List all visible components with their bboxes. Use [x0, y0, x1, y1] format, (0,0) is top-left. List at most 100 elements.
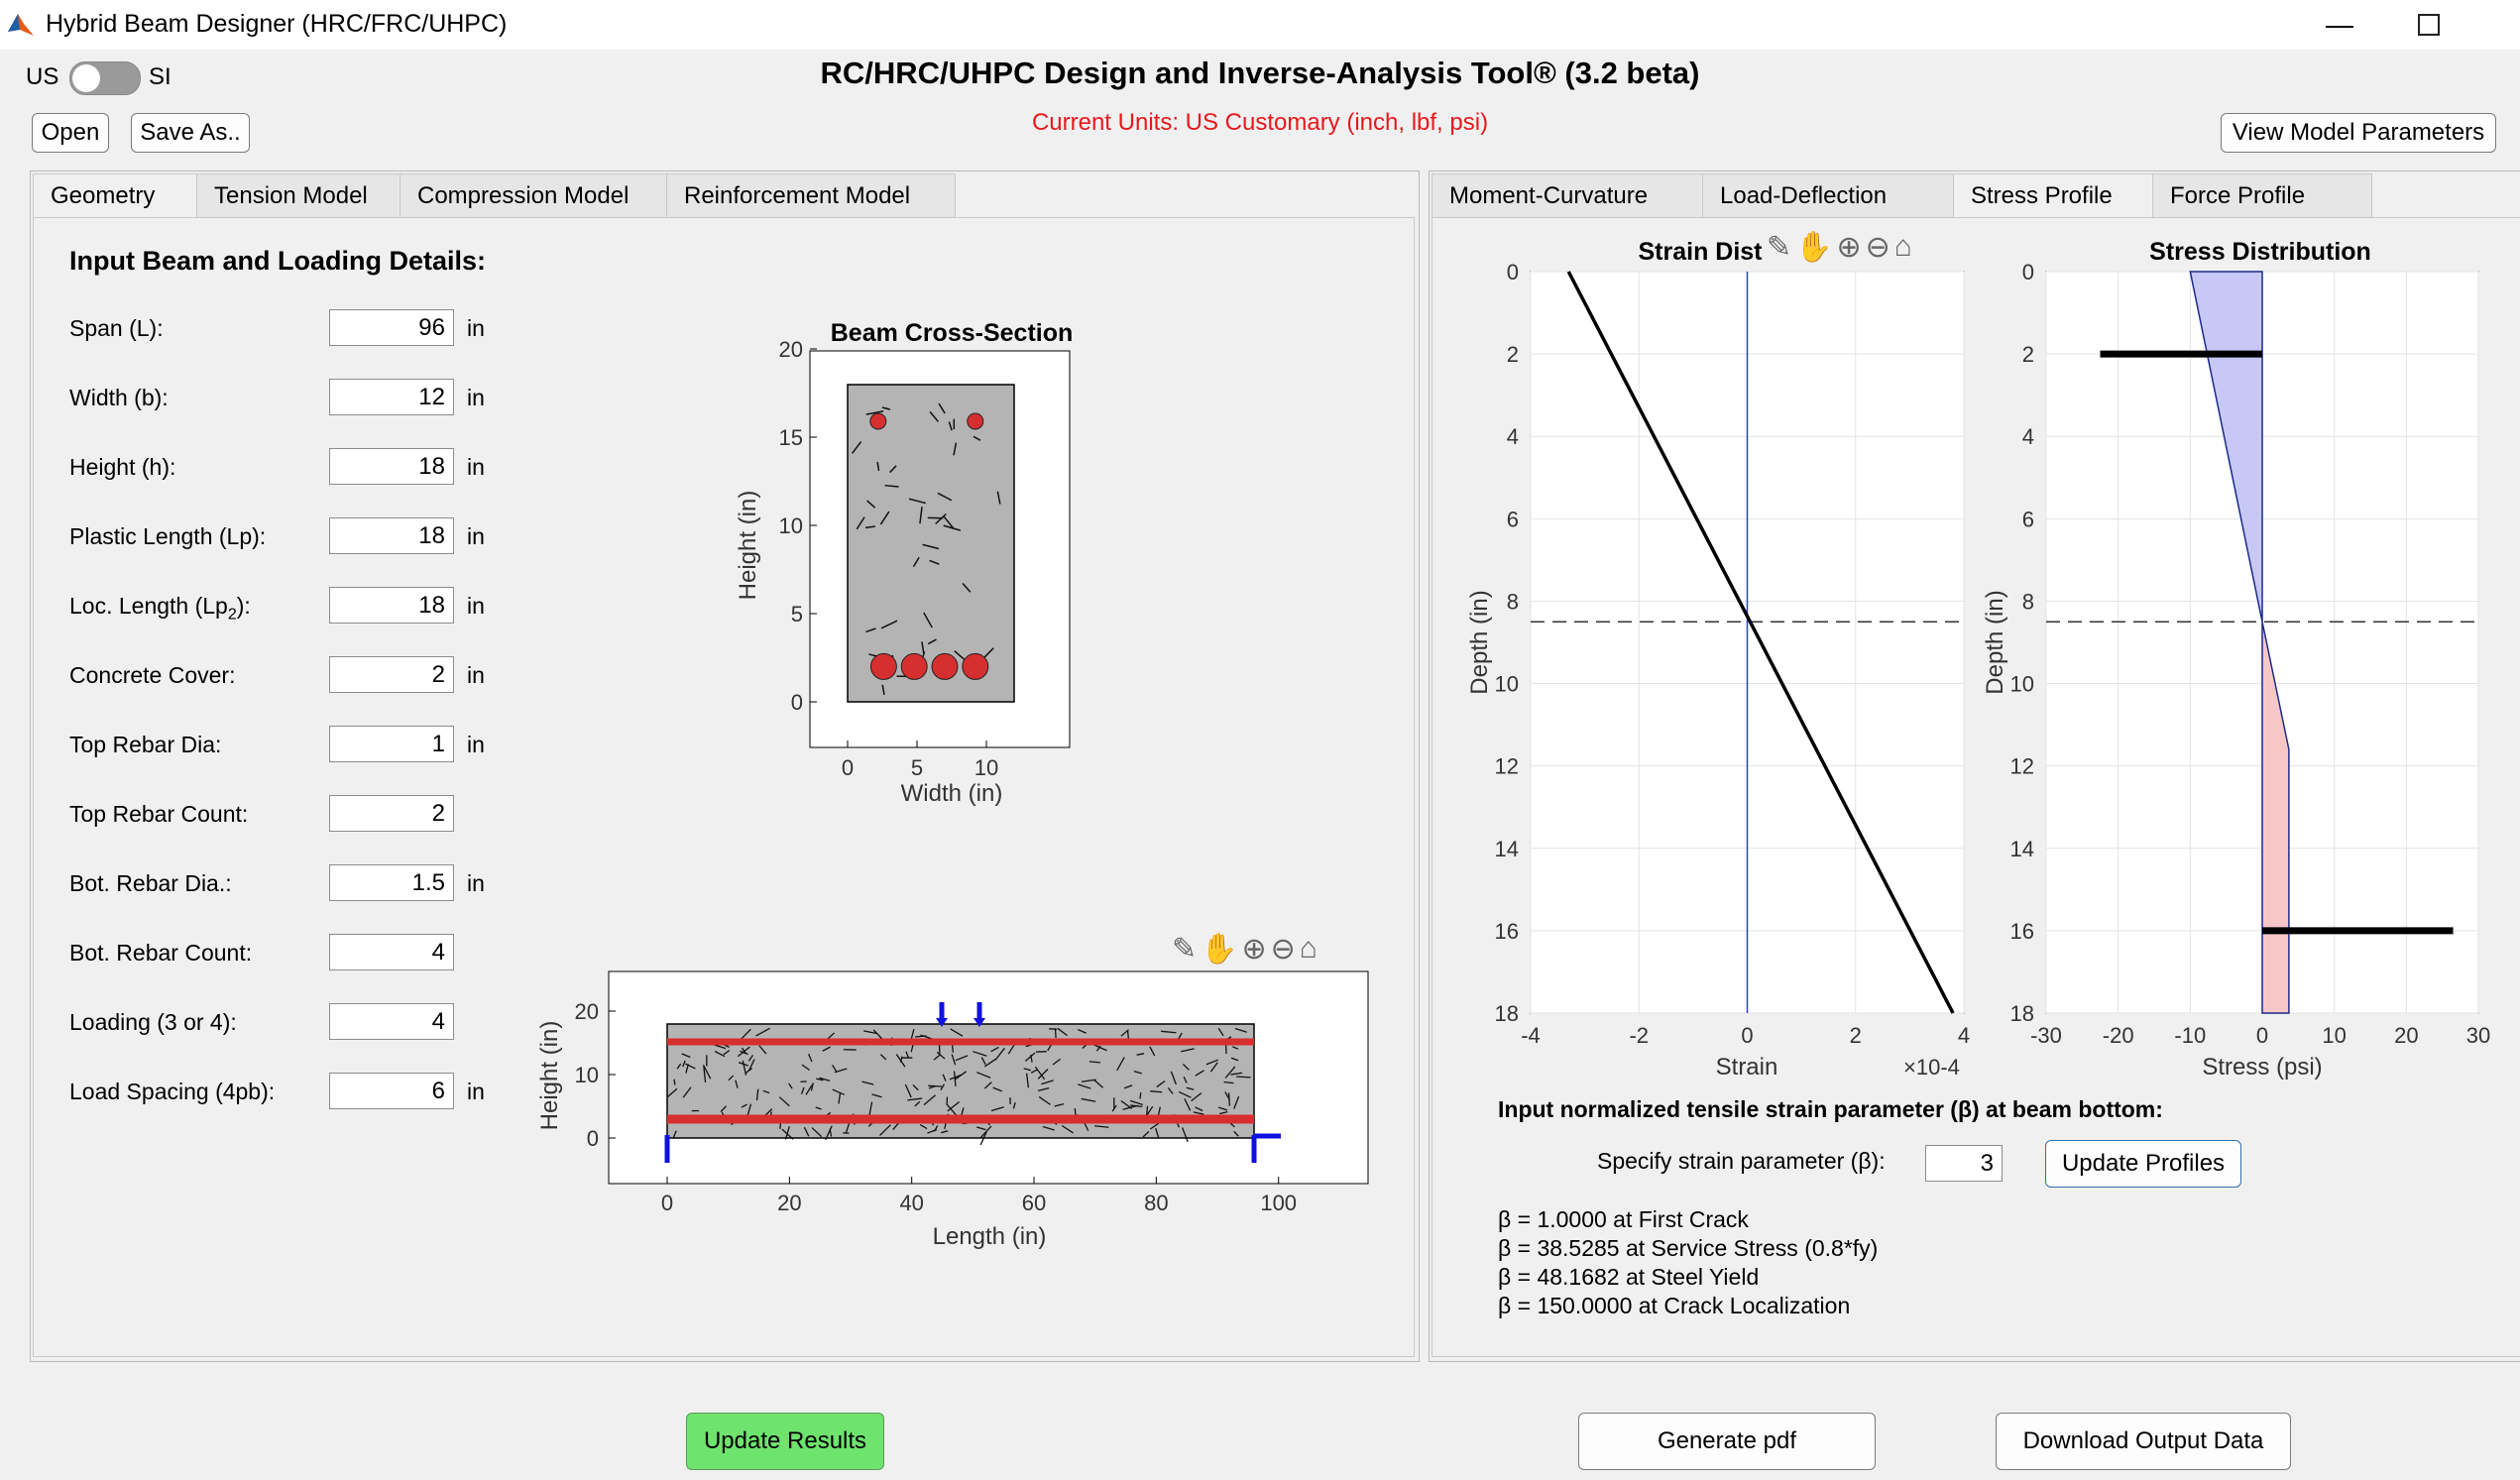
fiber [1095, 1045, 1101, 1052]
fiber [1030, 1069, 1038, 1074]
fiber [741, 1103, 747, 1108]
specify-beta-label: Specify strain parameter (β): [1597, 1148, 1886, 1174]
fiber [728, 1075, 735, 1082]
field-unit: in [467, 523, 485, 549]
fiber [737, 1046, 750, 1058]
edit-icon[interactable]: ✎ [1172, 933, 1198, 966]
cs-xtick-label: 0 [842, 755, 854, 780]
fiber [973, 1051, 987, 1057]
fiber [879, 1054, 887, 1061]
save-as-button[interactable]: Save As.. [131, 113, 250, 153]
fiber [1052, 1058, 1061, 1066]
field-input[interactable]: 2 [329, 656, 454, 693]
strain-xtick-label: 4 [1958, 1023, 1970, 1048]
field-input[interactable]: 12 [329, 379, 454, 415]
zoom-in-icon[interactable]: ⊕ [1836, 231, 1862, 264]
fiber [878, 1124, 891, 1136]
fiber [838, 1092, 842, 1104]
stress-xtick-label: -20 [2103, 1023, 2134, 1048]
fiber [1037, 1087, 1050, 1091]
fiber [865, 500, 876, 509]
field-input[interactable]: 18 [329, 448, 454, 485]
strain-ytick-label: 2 [1507, 342, 1519, 367]
fiber [1042, 1125, 1055, 1131]
strain-distribution-chart: Strain Dist -4 -2 0 2 4 0 2 4 6 8 10 12 14 16 18 Strai… [1466, 238, 1970, 1081]
field-input[interactable]: 2 [329, 795, 454, 832]
strain-ytick-label: 8 [1507, 589, 1519, 614]
fiber [1167, 1086, 1174, 1094]
minimize-icon: — [2326, 9, 2353, 40]
strain-xtick-label: -4 [1521, 1023, 1541, 1048]
fiber [755, 1088, 759, 1101]
fiber [990, 1106, 1004, 1112]
fiber [992, 1086, 1003, 1092]
update-results-button[interactable]: Update Results [686, 1413, 884, 1470]
field-input[interactable]: 6 [329, 1073, 454, 1109]
fiber [723, 1049, 731, 1056]
tab-tension-model[interactable]: Tension Model [196, 173, 401, 218]
field-input[interactable]: 96 [329, 309, 454, 346]
zoom-out-icon[interactable]: ⊖ [1865, 231, 1890, 264]
tab-stress-profile[interactable]: Stress Profile [1953, 173, 2153, 218]
fiber [758, 1045, 767, 1055]
field-input[interactable]: 4 [329, 934, 454, 970]
pan-hand-icon[interactable]: ✋ [1795, 231, 1833, 264]
fiber [933, 1054, 942, 1061]
fiber [876, 461, 880, 471]
field-label: Load Spacing (4pb): [69, 1079, 276, 1104]
stress-ytick-label: 2 [2022, 342, 2034, 367]
left-tabstrip: Geometry Tension Model Compression Model… [33, 173, 956, 219]
zoom-out-icon[interactable]: ⊖ [1270, 933, 1296, 966]
cross-section-x-ticks: 0 5 10 [842, 740, 998, 780]
field-input[interactable]: 18 [329, 517, 454, 554]
fiber [1223, 1081, 1234, 1084]
el-xtick-label: 40 [899, 1191, 923, 1215]
fiber [976, 1072, 991, 1079]
cross-section-xlabel: Width (in) [901, 780, 1003, 807]
fiber [1116, 1057, 1125, 1072]
fiber [832, 1088, 845, 1095]
field-unit: in [467, 732, 485, 757]
field-input[interactable]: 18 [329, 587, 454, 624]
download-output-button[interactable]: Download Output Data [1996, 1413, 2291, 1470]
zoom-in-icon[interactable]: ⊕ [1241, 933, 1267, 966]
units-toggle-switch[interactable] [69, 61, 141, 95]
home-icon[interactable]: ⌂ [1299, 932, 1317, 965]
tab-reinforcement-model[interactable]: Reinforcement Model [666, 173, 956, 218]
fiber [927, 638, 937, 645]
fiber [788, 1082, 793, 1089]
fiber [778, 1096, 790, 1107]
field-input[interactable]: 4 [329, 1003, 454, 1040]
edit-icon[interactable]: ✎ [1767, 231, 1792, 264]
stress-ytick-label: 8 [2022, 589, 2034, 614]
maximize-button[interactable] [2399, 4, 2459, 46]
tab-load-deflection[interactable]: Load-Deflection [1702, 173, 1954, 218]
tab-force-profile[interactable]: Force Profile [2152, 173, 2372, 218]
fiber [1183, 1077, 1188, 1083]
tab-moment-curvature[interactable]: Moment-Curvature [1432, 173, 1703, 218]
pan-hand-icon[interactable]: ✋ [1201, 933, 1238, 966]
view-model-parameters-button[interactable]: View Model Parameters [2221, 113, 2496, 153]
fibers [851, 402, 1001, 696]
open-button[interactable]: Open [32, 113, 109, 153]
fiber [1184, 1097, 1192, 1111]
fiber [1081, 1097, 1096, 1102]
home-icon[interactable]: ⌂ [1893, 230, 1912, 263]
fiber [672, 1130, 677, 1139]
fiber [880, 620, 898, 629]
minimize-button[interactable]: — [2310, 4, 2369, 46]
field-input[interactable]: 1.5 [329, 864, 454, 901]
loc-length-prefix: Loc. Length (Lp [69, 593, 228, 619]
tab-compression-model[interactable]: Compression Model [400, 173, 667, 218]
beta-input[interactable]: 3 [1925, 1145, 2003, 1182]
fiber [879, 511, 890, 525]
tab-geometry[interactable]: Geometry [33, 173, 197, 218]
field-input[interactable]: 1 [329, 726, 454, 762]
generate-pdf-button[interactable]: Generate pdf [1578, 1413, 1876, 1470]
title-bar: Hybrid Beam Designer (HRC/FRC/UHPC) — [0, 0, 2520, 50]
fiber [881, 406, 891, 410]
fiber [1037, 1069, 1049, 1080]
update-profiles-button[interactable]: Update Profiles [2045, 1140, 2241, 1188]
fiber [979, 1125, 992, 1139]
el-xtick-label: 60 [1022, 1191, 1046, 1215]
